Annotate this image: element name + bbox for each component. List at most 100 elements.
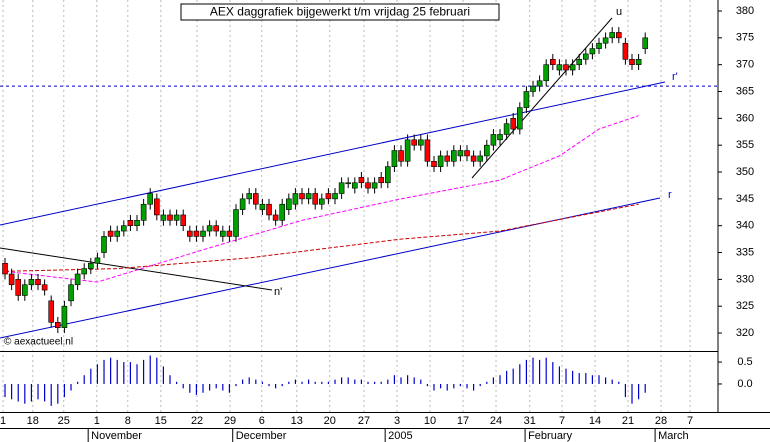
candle-body <box>55 322 61 328</box>
candle-body <box>22 284 28 296</box>
candle-body <box>107 230 114 237</box>
y-tick-label: 0.5 <box>737 356 752 368</box>
month-label: March <box>658 430 689 442</box>
candle-body <box>193 230 200 237</box>
candle-body <box>220 230 226 237</box>
candle-body <box>206 225 213 232</box>
candle-body <box>530 85 536 92</box>
candle-body <box>305 193 312 200</box>
candle-body <box>556 64 563 71</box>
x-tick-label: 15 <box>155 415 167 427</box>
candle-body <box>167 214 173 221</box>
candle-body <box>259 203 266 210</box>
candle-body <box>41 284 48 291</box>
credit: © aexactueel.nl <box>4 337 73 348</box>
candle-body <box>266 203 272 216</box>
candle-body <box>563 64 569 71</box>
candle-body <box>523 91 530 108</box>
candle-body <box>602 37 609 44</box>
candle-body <box>457 150 464 157</box>
candle-body <box>233 209 239 237</box>
candle-body <box>404 139 411 162</box>
y-tick-label: 0.0 <box>737 378 752 390</box>
candle-body <box>299 193 305 200</box>
y-tick-label: 330 <box>736 273 754 285</box>
x-tick-label: 31 <box>524 415 536 427</box>
candle-body <box>352 182 358 189</box>
candle-body <box>345 182 352 185</box>
candle-body <box>437 155 444 167</box>
y-tick-label: 370 <box>736 59 754 71</box>
candle-body <box>319 198 325 205</box>
trend-label: n' <box>274 286 282 298</box>
x-tick-label: 27 <box>358 415 370 427</box>
candle-body <box>411 139 418 146</box>
candle-body <box>629 59 635 65</box>
moving-average <box>5 203 639 272</box>
candle-body <box>292 193 299 205</box>
candle-body <box>28 279 35 286</box>
candle-body <box>226 230 233 237</box>
candle-body <box>134 220 140 226</box>
x-tick-label: 24 <box>490 415 502 427</box>
moving-average <box>4 115 639 283</box>
candle-body <box>418 139 424 146</box>
y-tick-label: 325 <box>736 300 754 312</box>
x-tick-label: 1 <box>94 415 100 427</box>
candle-body <box>451 150 457 162</box>
candle-body <box>94 257 101 264</box>
candle-body <box>338 182 345 194</box>
candle-body <box>35 279 41 286</box>
trend-label: r' <box>672 71 678 83</box>
candle-body <box>246 193 253 200</box>
candle-body <box>378 177 385 184</box>
x-tick-label: 13 <box>291 415 303 427</box>
candle-body <box>2 262 8 275</box>
candle-body <box>589 48 596 55</box>
x-tick-label: 28 <box>655 415 667 427</box>
x-tick-label: 3 <box>394 415 400 427</box>
month-label: December <box>236 430 287 442</box>
trend-label: u <box>616 6 622 18</box>
candle-body <box>510 118 517 130</box>
x-tick-label: 18 <box>27 415 39 427</box>
candle-body <box>81 268 88 275</box>
title-box <box>180 3 500 21</box>
candle-body <box>332 193 338 200</box>
candle-body <box>68 284 74 302</box>
candle-body <box>596 42 602 49</box>
candle-body <box>88 262 94 269</box>
x-tick-label: 20 <box>324 415 336 427</box>
candle-body <box>121 225 127 232</box>
y-tick-label: 380 <box>736 5 754 17</box>
y-tick-label: 365 <box>736 85 754 97</box>
candle-body <box>477 155 484 162</box>
candle-body <box>536 80 543 87</box>
candle-body <box>286 198 292 210</box>
candle-body <box>431 160 437 167</box>
chart-title: AEX daggrafiek bijgewerkt t/m vrijdag 25… <box>210 5 470 19</box>
candle-body <box>583 53 589 60</box>
candle-body <box>517 107 523 130</box>
x-tick-label: 25 <box>58 415 70 427</box>
candle-body <box>187 230 193 237</box>
candle-body <box>173 214 180 221</box>
candle-body <box>543 64 550 82</box>
x-tick-label: 29 <box>224 415 236 427</box>
y-tick-label: 355 <box>736 139 754 151</box>
candle-body <box>160 214 167 221</box>
candle-body <box>470 155 477 162</box>
candle-body <box>385 166 391 184</box>
candle-body <box>48 300 55 323</box>
candle-body <box>312 193 319 205</box>
candle-body <box>213 225 220 232</box>
candle-body <box>239 198 246 210</box>
candle-body <box>490 134 497 146</box>
x-tick-label: 22 <box>191 415 203 427</box>
candle-body <box>503 123 510 135</box>
candle-body <box>114 230 121 237</box>
y-tick-label: 335 <box>736 246 754 258</box>
y-tick-label: 345 <box>736 193 754 205</box>
trend-line <box>0 247 273 291</box>
candle-body <box>200 230 206 237</box>
